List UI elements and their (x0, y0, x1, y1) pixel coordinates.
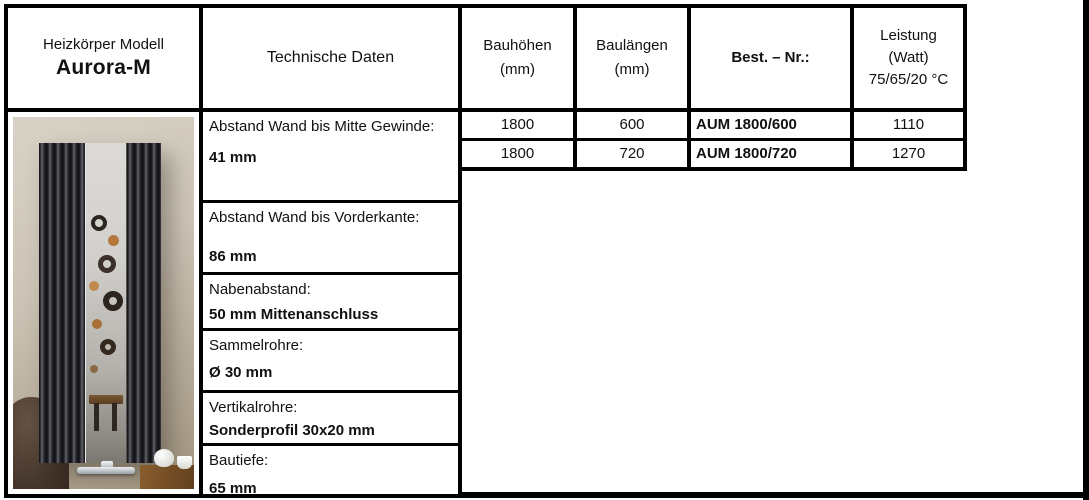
dimensions-table-header: Bauhöhen (mm) Baulängen (mm) Best. – Nr.… (462, 8, 963, 112)
tech-spec-list: Abstand Wand bis Mitte Gewinde: 41 mm Ab… (203, 112, 458, 494)
cell-bestnr: AUM 1800/720 (691, 141, 854, 167)
col-header-bauhoehen: Bauhöhen (mm) (462, 8, 577, 108)
decor-ring (90, 365, 98, 373)
cup-decor (177, 456, 192, 469)
teapot-decor (154, 449, 174, 467)
valve-knob (101, 461, 113, 468)
tech-spec-label: Abstand Wand bis Mitte Gewinde: (209, 118, 435, 135)
col-header-line: Bauhöhen (483, 37, 552, 54)
col-header-temps: 75/65/20 °C (868, 71, 949, 88)
table-row: 1800 720 AUM 1800/720 1270 (462, 141, 963, 167)
product-table: Heizkörper Modell Aurora-M Technische Da… (4, 4, 462, 498)
radiator-tubes-left (39, 143, 85, 463)
tech-spec-value: 86 mm (209, 248, 257, 265)
decor-ring (89, 281, 99, 291)
tech-spec-label: Vertikalrohre: (209, 399, 298, 416)
photo-cell (8, 112, 203, 494)
col-header-unit: (mm) (614, 61, 650, 78)
page-bottom-border (462, 492, 1089, 498)
model-header-label: Heizkörper Modell (43, 36, 164, 53)
tech-spec-row: Nabenabstand: 50 mm Mittenanschluss (203, 275, 458, 331)
dimensions-table: Bauhöhen (mm) Baulängen (mm) Best. – Nr.… (462, 4, 967, 171)
decor-ring (91, 215, 107, 231)
model-name: Aurora-M (56, 56, 151, 79)
side-table-decor (140, 465, 194, 489)
decor-ring (92, 319, 102, 329)
tech-spec-row: Abstand Wand bis Mitte Gewinde: 41 mm (203, 112, 458, 203)
col-header-line: Best. – Nr.: (731, 49, 810, 66)
bench-reflection (89, 395, 123, 404)
page-right-border (1083, 0, 1089, 500)
tech-spec-label: Bautiefe: (209, 452, 269, 469)
tech-spec-row: Bautiefe: 65 mm (203, 446, 458, 494)
col-header-line: Baulängen (596, 37, 668, 54)
tech-spec-value: 41 mm (209, 149, 257, 166)
radiator-valve (77, 467, 135, 474)
cell-leistung: 1270 (891, 145, 926, 162)
cell-bestnr: AUM 1800/600 (691, 112, 854, 138)
radiator-mirror (85, 143, 127, 463)
cell-bauhoehe: 1800 (462, 112, 577, 138)
col-header-leistung: Leistung (Watt) 75/65/20 °C (854, 8, 963, 108)
tech-spec-row: Sammelrohre: Ø 30 mm (203, 331, 458, 393)
tech-spec-value: 65 mm (209, 480, 257, 494)
col-header-unit: (mm) (500, 61, 535, 78)
col-header-bestnr: Best. – Nr.: (691, 8, 854, 108)
cell-leistung: 1110 (892, 116, 925, 133)
decor-ring (108, 235, 119, 246)
table-row: 1800 600 AUM 1800/600 1110 (462, 112, 963, 141)
cell-baulaenge: 720 (577, 141, 691, 167)
decor-ring (98, 255, 116, 273)
model-header-cell: Heizkörper Modell Aurora-M (8, 8, 203, 108)
decor-ring (100, 339, 116, 355)
cell-bauhoehe: 1800 (462, 141, 577, 167)
col-header-unit: (Watt) (888, 49, 929, 66)
col-header-baulaengen: Baulängen (mm) (577, 8, 691, 108)
cell-baulaenge: 600 (577, 112, 691, 138)
radiator-image (39, 143, 161, 463)
tech-spec-label: Sammelrohre: (209, 337, 304, 354)
tech-spec-row: Vertikalrohre: Sonderprofil 30x20 mm (203, 393, 458, 446)
tech-spec-label: Abstand Wand bis Vorderkante: (209, 209, 420, 226)
tech-spec-label: Nabenabstand: (209, 281, 311, 298)
radiator-photo (13, 117, 194, 489)
tech-spec-value: Ø 30 mm (209, 364, 273, 381)
product-table-header: Heizkörper Modell Aurora-M Technische Da… (8, 8, 458, 112)
bench-leg (112, 403, 117, 431)
tech-data-header-cell: Technische Daten (203, 8, 458, 108)
product-table-body: Abstand Wand bis Mitte Gewinde: 41 mm Ab… (8, 112, 458, 494)
tech-spec-row: Abstand Wand bis Vorderkante: 86 mm (203, 203, 458, 275)
tech-data-title: Technische Daten (266, 49, 395, 66)
decor-ring (103, 291, 123, 311)
col-header-line: Leistung (880, 27, 937, 44)
radiator-tubes-right (127, 143, 161, 463)
bench-leg (94, 403, 99, 431)
tech-spec-value: Sonderprofil 30x20 mm (209, 422, 375, 439)
tech-spec-value: 50 mm Mittenanschluss (209, 306, 379, 323)
